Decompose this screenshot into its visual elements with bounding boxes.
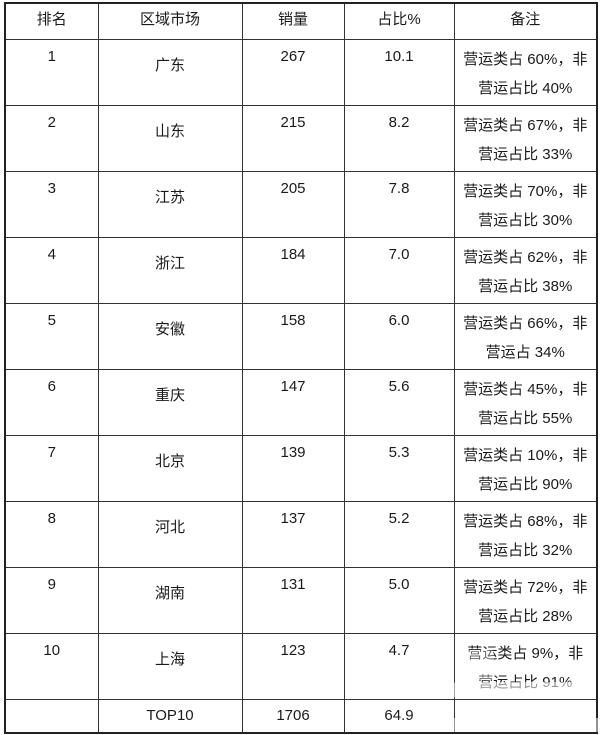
footer-sales-cell: 1706 — [241, 698, 345, 734]
cell-share: 5.0 — [343, 566, 455, 634]
cell-share: 10.1 — [343, 38, 455, 106]
cell-rank: 1 — [4, 38, 99, 106]
cell-sales: 139 — [241, 434, 345, 502]
header-sales: 销量 — [241, 2, 345, 40]
header-region: 区域市场 — [97, 2, 243, 40]
table-row: 4 浙江 184 7.0 营运类占 62%，非 营运占比 38% — [4, 236, 598, 304]
cell-remark: 营运类占 70%，非 营运占比 30% — [453, 170, 598, 238]
header-share: 占比% — [343, 2, 455, 40]
cell-rank: 8 — [4, 500, 99, 568]
cell-region: 江苏 — [97, 170, 243, 238]
cell-rank: 2 — [4, 104, 99, 172]
cell-sales: 131 — [241, 566, 345, 634]
remark-line-1: 营运类占 9%，非 — [467, 644, 584, 662]
cell-remark: 营运类占 45%，非 营运占比 55% — [453, 368, 598, 436]
cell-region: 上海 — [97, 632, 243, 700]
table-row: 5 安徽 158 6.0 营运类占 66%，非 营运占 34% — [4, 302, 598, 370]
cell-share: 5.3 — [343, 434, 455, 502]
cell-share: 5.2 — [343, 500, 455, 568]
cell-region: 浙江 — [97, 236, 243, 304]
remark-line-1: 营运类占 68%，非 — [463, 512, 588, 530]
remark-line-2: 营运占比 55% — [478, 409, 573, 427]
cell-remark: 营运类占 72%，非 营运占比 28% — [453, 566, 598, 634]
remark-line-2: 营运占比 28% — [478, 607, 573, 625]
table-row: 10 上海 123 4.7 营运类占 9%，非 营运占比 91% — [4, 632, 598, 700]
footer-rank-cell — [4, 698, 99, 734]
cell-remark: 营运类占 60%，非 营运占比 40% — [453, 38, 598, 106]
table-row: 6 重庆 147 5.6 营运类占 45%，非 营运占比 55% — [4, 368, 598, 436]
cell-rank: 10 — [4, 632, 99, 700]
remark-line-1: 营运类占 62%，非 — [463, 248, 588, 266]
table-footer-row: TOP10 1706 64.9 — [4, 698, 598, 734]
cell-remark: 营运类占 68%，非 营运占比 32% — [453, 500, 598, 568]
table-row: 8 河北 137 5.2 营运类占 68%，非 营运占比 32% — [4, 500, 598, 568]
cell-rank: 3 — [4, 170, 99, 238]
header-remark: 备注 — [453, 2, 598, 40]
remark-line-2: 营运占比 38% — [478, 277, 573, 295]
cell-sales: 215 — [241, 104, 345, 172]
footer-share-cell: 64.9 — [343, 698, 455, 734]
cell-sales: 158 — [241, 302, 345, 370]
cell-region: 广东 — [97, 38, 243, 106]
cell-rank: 9 — [4, 566, 99, 634]
cell-sales: 137 — [241, 500, 345, 568]
cell-remark: 营运类占 66%，非 营运占 34% — [453, 302, 598, 370]
cell-region: 安徽 — [97, 302, 243, 370]
table-row: 7 北京 139 5.3 营运类占 10%，非 营运占比 90% — [4, 434, 598, 502]
cell-rank: 4 — [4, 236, 99, 304]
table-foot: TOP10 1706 64.9 — [4, 698, 598, 734]
remark-line-2: 营运占比 91% — [478, 673, 573, 691]
remark-line-1: 营运类占 10%，非 — [463, 446, 588, 464]
cell-share: 5.6 — [343, 368, 455, 436]
remark-line-2: 营运占比 90% — [478, 475, 573, 493]
cell-region: 北京 — [97, 434, 243, 502]
cell-sales: 267 — [241, 38, 345, 106]
cell-share: 4.7 — [343, 632, 455, 700]
remark-line-1: 营运类占 70%，非 — [463, 182, 588, 200]
cell-sales: 123 — [241, 632, 345, 700]
cell-region: 山东 — [97, 104, 243, 172]
remark-line-1: 营运类占 67%，非 — [463, 116, 588, 134]
cell-rank: 7 — [4, 434, 99, 502]
header-rank: 排名 — [4, 2, 99, 40]
table-body: 1 广东 267 10.1 营运类占 60%，非 营运占比 40% 2 山东 2… — [4, 38, 598, 700]
cell-remark: 营运类占 9%，非 营运占比 91% — [453, 632, 598, 700]
table-head: 排名 区域市场 销量 占比% 备注 — [4, 2, 598, 40]
remark-line-2: 营运占比 30% — [478, 211, 573, 229]
cell-rank: 5 — [4, 302, 99, 370]
cell-sales: 184 — [241, 236, 345, 304]
cell-share: 6.0 — [343, 302, 455, 370]
cell-remark: 营运类占 10%，非 营运占比 90% — [453, 434, 598, 502]
table-row: 1 广东 267 10.1 营运类占 60%，非 营运占比 40% — [4, 38, 598, 106]
cell-region: 河北 — [97, 500, 243, 568]
footer-region-cell: TOP10 — [97, 698, 243, 734]
cell-rank: 6 — [4, 368, 99, 436]
table-row: 3 江苏 205 7.8 营运类占 70%，非 营运占比 30% — [4, 170, 598, 238]
cell-region: 湖南 — [97, 566, 243, 634]
cell-share: 8.2 — [343, 104, 455, 172]
cell-remark: 营运类占 67%，非 营运占比 33% — [453, 104, 598, 172]
table-header-row: 排名 区域市场 销量 占比% 备注 — [4, 2, 598, 40]
remark-line-1: 营运类占 60%，非 — [463, 50, 588, 68]
remark-line-1: 营运类占 66%，非 — [463, 314, 588, 332]
cell-region: 重庆 — [97, 368, 243, 436]
remark-line-2: 营运占比 32% — [478, 541, 573, 559]
table-row: 2 山东 215 8.2 营运类占 67%，非 营运占比 33% — [4, 104, 598, 172]
table-row: 9 湖南 131 5.0 营运类占 72%，非 营运占比 28% — [4, 566, 598, 634]
footer-remark-cell — [453, 698, 598, 734]
remark-line-1: 营运类占 72%，非 — [463, 578, 588, 596]
regional-sales-table: 排名 区域市场 销量 占比% 备注 1 广东 267 10.1 营运类占 60%… — [4, 2, 598, 734]
cell-share: 7.8 — [343, 170, 455, 238]
remark-line-1: 营运类占 45%，非 — [463, 380, 588, 398]
cell-sales: 147 — [241, 368, 345, 436]
cell-remark: 营运类占 62%，非 营运占比 38% — [453, 236, 598, 304]
remark-line-2: 营运占比 40% — [478, 79, 573, 97]
remark-line-2: 营运占 34% — [485, 343, 565, 361]
remark-line-2: 营运占比 33% — [478, 145, 573, 163]
cell-share: 7.0 — [343, 236, 455, 304]
cell-sales: 205 — [241, 170, 345, 238]
